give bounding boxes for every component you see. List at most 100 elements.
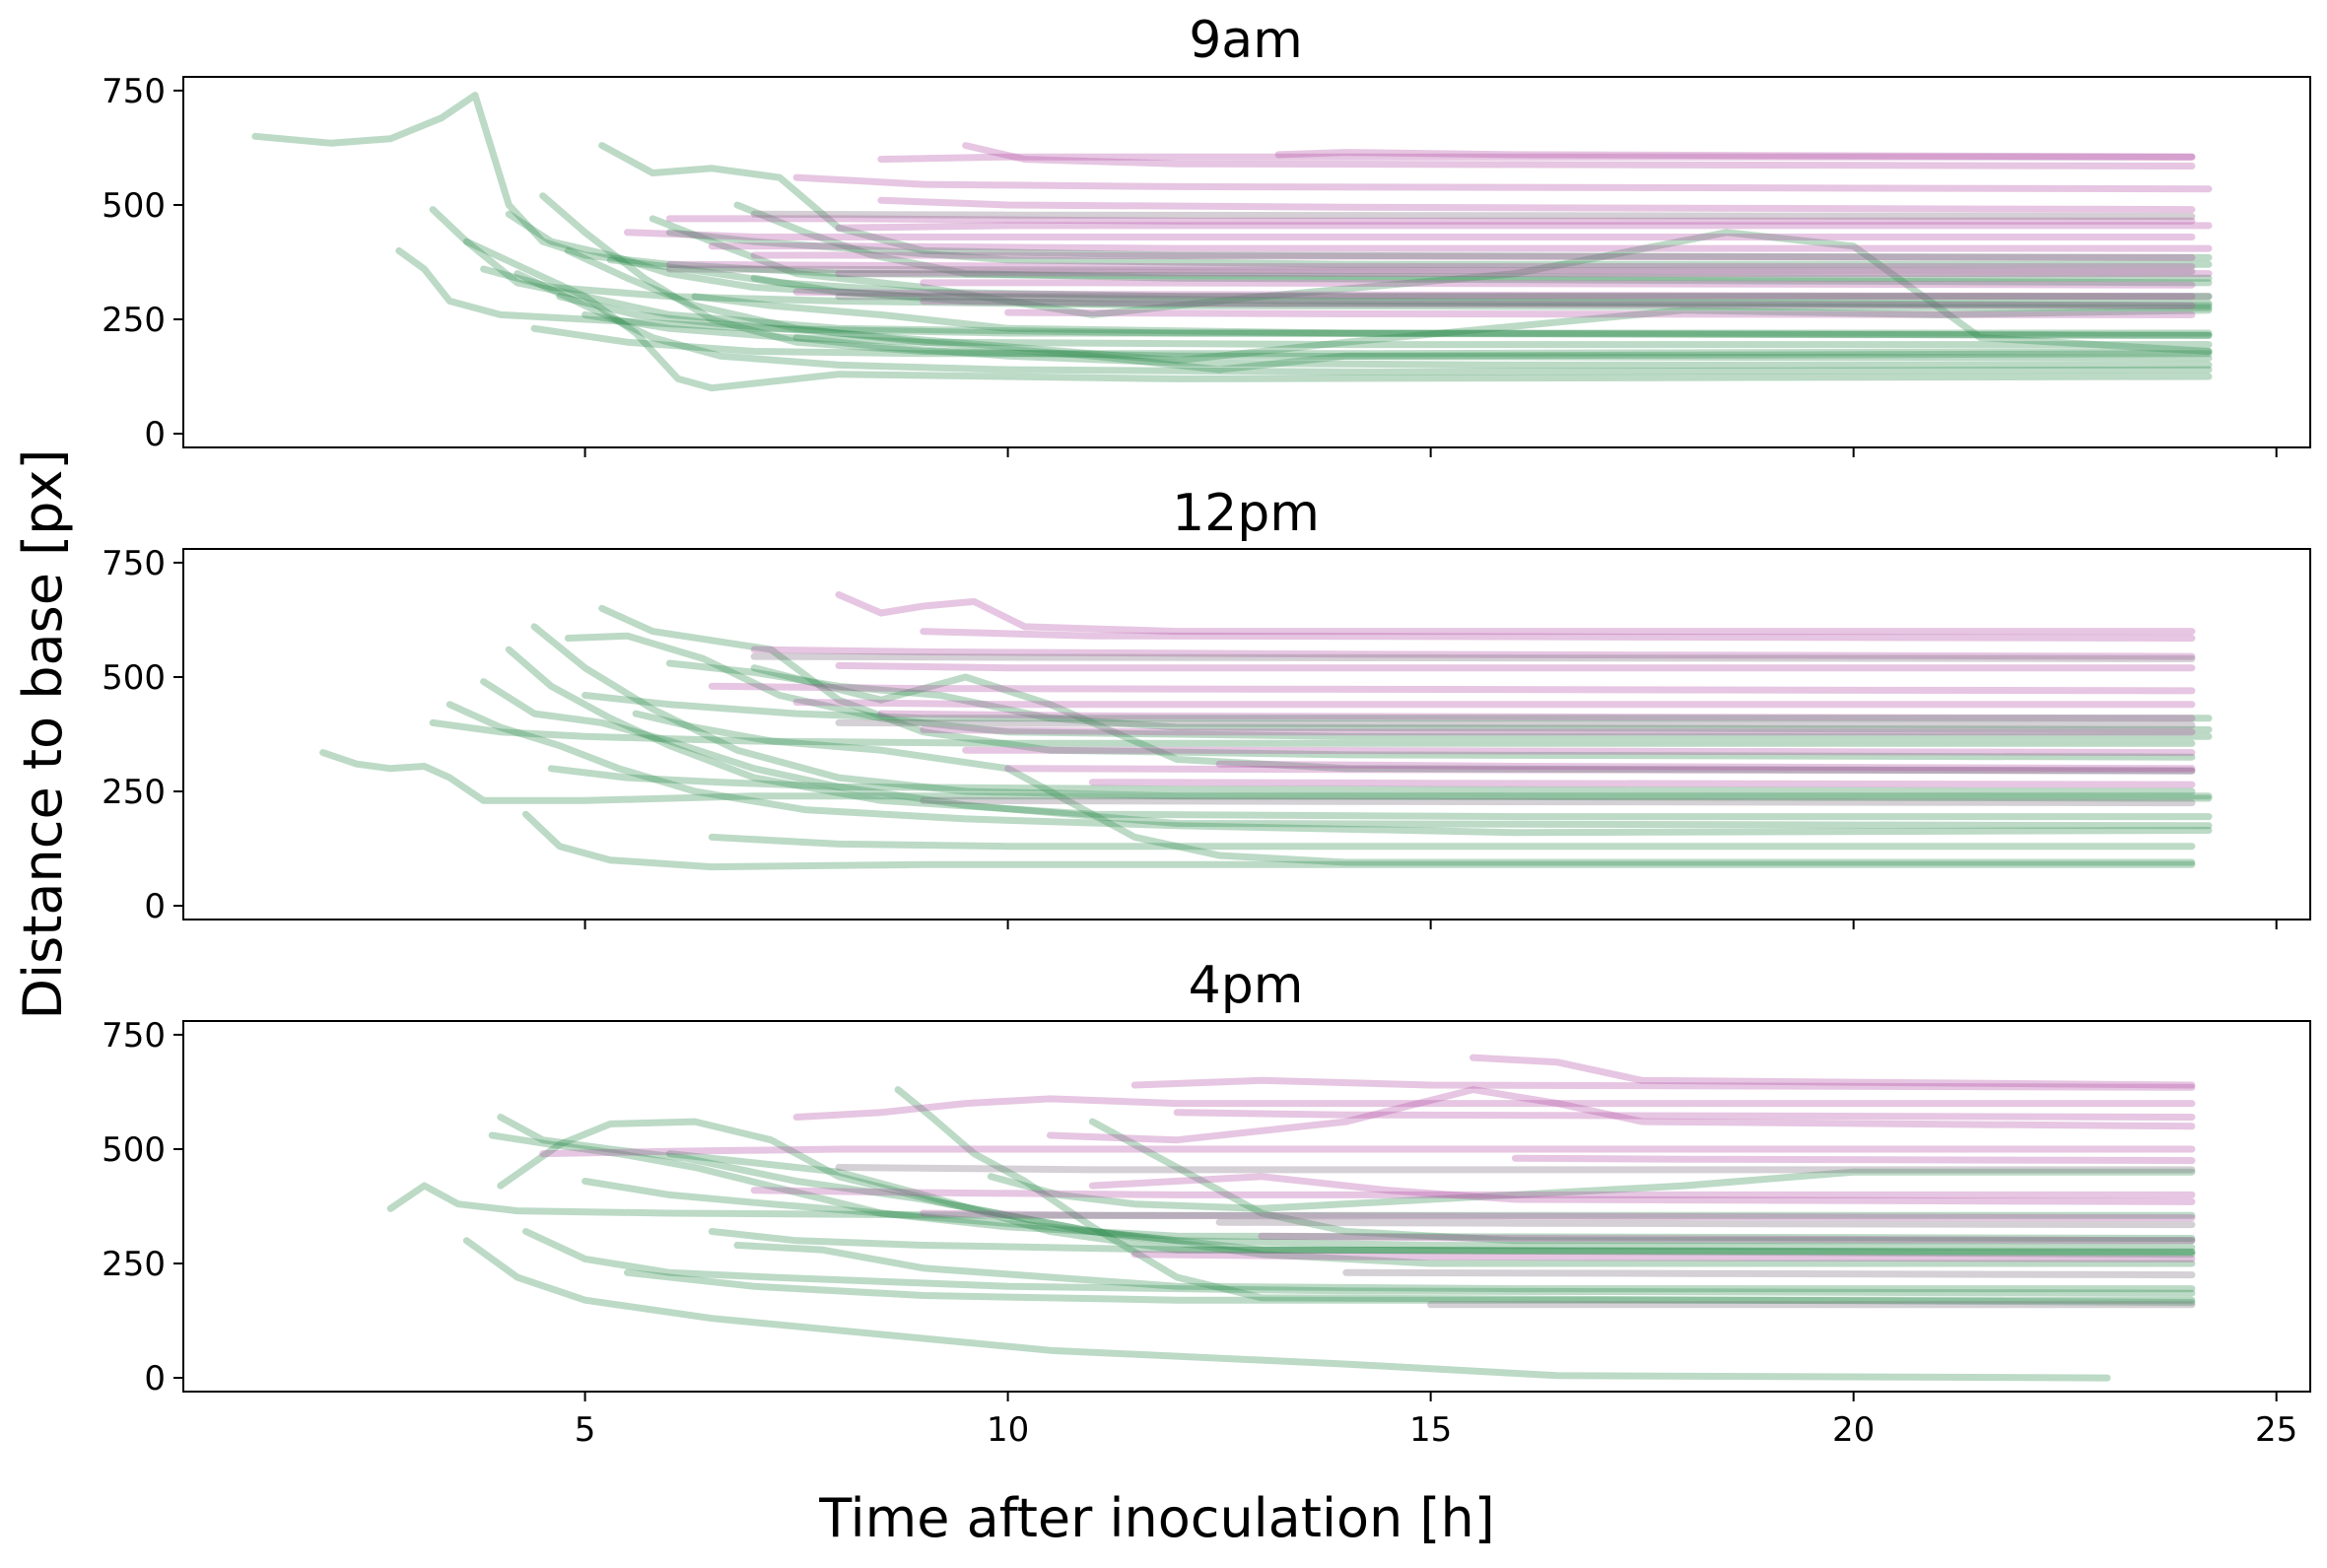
series-line-purple-33 [920, 298, 2196, 309]
series-line-green-17 [665, 229, 2213, 268]
series-line-purple-16 [792, 1095, 2196, 1121]
y-tick-label: 250 [102, 301, 166, 340]
series-line-green-14 [708, 833, 2196, 851]
series-line-purple-23 [792, 173, 2213, 193]
series-line-green-0 [319, 749, 2213, 804]
series-line-purple-28 [750, 251, 2196, 261]
y-tick-label: 750 [102, 544, 166, 583]
series-line-green-15 [606, 256, 2213, 301]
series-line-purple-21 [962, 142, 2196, 170]
y-axis: 0 250 500 750 [102, 72, 183, 454]
series-line-green-4 [497, 1118, 2196, 1259]
y-tick-label: 0 [144, 887, 166, 926]
series-line-green-2 [497, 1114, 2196, 1267]
x-tick-label: 15 [1409, 1410, 1452, 1450]
series-line-green-12 [750, 664, 2196, 775]
axes-frame [182, 76, 2311, 448]
series-line-purple-25 [1088, 779, 2196, 788]
series-line-purple-24 [877, 196, 2196, 214]
y-tick-label: 250 [102, 773, 166, 812]
series-line-green-13 [513, 270, 2213, 375]
series-line-green-6 [598, 142, 2213, 261]
series-line-purple-17 [750, 646, 2196, 660]
series-line-purple-15 [835, 590, 2196, 636]
series-line-overlap-28 [1342, 1268, 2196, 1279]
series-line-purple-26 [624, 229, 2196, 240]
series-line-green-16 [530, 324, 2213, 358]
series-line-overlap-26 [835, 1164, 2196, 1174]
series-line-overlap-38 [665, 265, 2196, 275]
series-line-purple-24 [1004, 765, 2196, 775]
series-line-green-5 [522, 1228, 2196, 1297]
series-line-purple-19 [708, 682, 2196, 695]
series-line-purple-18 [835, 661, 2196, 672]
series-line-purple-18 [539, 1145, 2196, 1158]
panel-title: 4pm [1189, 956, 1304, 1015]
series-line-green-8 [894, 1086, 2196, 1306]
series-line-green-6 [582, 1178, 2196, 1252]
series-line-green-18 [582, 310, 2213, 349]
y-axis: 0 250 500 750 [102, 544, 183, 926]
series-line-purple-20 [877, 153, 2196, 164]
series-line-overlap-29 [920, 796, 2196, 807]
series-line-green-4 [505, 646, 2213, 821]
y-axis-label: Distance to base [px] [12, 449, 74, 1020]
axes-frame [182, 1020, 2311, 1393]
series-line-green-10 [429, 718, 2196, 747]
series-line-purple-25 [665, 215, 2196, 225]
series-line-green-7 [564, 246, 2213, 374]
series-line-green-4 [505, 210, 2213, 309]
series-line-purple-32 [792, 288, 2196, 301]
panel-9am: 9am 0 250 500 750 [102, 11, 2311, 457]
x-tick-label: 10 [987, 1410, 1029, 1450]
series-line-purple-31 [920, 279, 2196, 289]
x-tick-label: 25 [2255, 1410, 2297, 1450]
x-axis: 5 10 15 20 25 [575, 1392, 2297, 1450]
series-line-green-3 [462, 238, 2213, 392]
series-line-overlap-36 [750, 210, 2196, 221]
series-line-purple-15 [1130, 1076, 2196, 1091]
series-line-green-0 [251, 92, 2213, 282]
series-line-purple-22 [920, 725, 2196, 736]
series-line-green-2 [429, 206, 2213, 339]
series-line-green-1 [462, 1237, 2111, 1382]
series-line-green-19 [750, 274, 2213, 307]
series-line-purple-21 [1088, 1173, 2196, 1205]
y-tick-label: 500 [102, 186, 166, 226]
series-line-purple-22 [920, 1209, 2196, 1222]
series-layer [386, 1054, 2196, 1382]
series-line-green-2 [445, 701, 2213, 837]
panel-4pm: 4pm 0 250 500 750 5 10 15 20 25 [102, 956, 2311, 1450]
panel-title: 9am [1189, 11, 1303, 70]
series-line-purple-17 [1173, 1109, 2196, 1121]
series-line-green-6 [598, 604, 2196, 761]
series-line-purple-21 [877, 710, 2196, 722]
series-line-purple-34 [1004, 308, 2196, 318]
series-line-green-0 [386, 1182, 2196, 1219]
x-axis-label: Time after inoculation [h] [818, 1487, 1494, 1549]
series-line-green-8 [556, 293, 2213, 365]
series-line-green-11 [1088, 1118, 2196, 1245]
series-line-green-8 [632, 710, 2196, 866]
series-line-green-7 [665, 1150, 2196, 1256]
y-tick-label: 0 [144, 415, 166, 454]
x-tick-label: 20 [1832, 1410, 1875, 1450]
series-line-purple-29 [665, 260, 2196, 271]
x-axis [583, 447, 2278, 457]
series-line-green-11 [665, 659, 2213, 733]
series-line-green-1 [395, 246, 2213, 337]
series-line-purple-27 [708, 242, 2213, 252]
series-line-green-14 [792, 334, 2213, 369]
series-line-purple-14 [1470, 1054, 2196, 1089]
series-line-purple-19 [1047, 1086, 2196, 1144]
y-tick-label: 750 [102, 72, 166, 111]
series-line-green-3 [480, 678, 2213, 830]
y-tick-label: 0 [144, 1359, 166, 1398]
series-line-green-5 [530, 623, 2213, 802]
series-line-green-12 [733, 201, 2213, 287]
series-line-overlap-27 [750, 652, 2196, 662]
series-line-green-13 [708, 1228, 2196, 1256]
y-tick-label: 500 [102, 1130, 166, 1170]
y-tick-label: 500 [102, 658, 166, 698]
series-line-green-5 [539, 192, 2213, 362]
